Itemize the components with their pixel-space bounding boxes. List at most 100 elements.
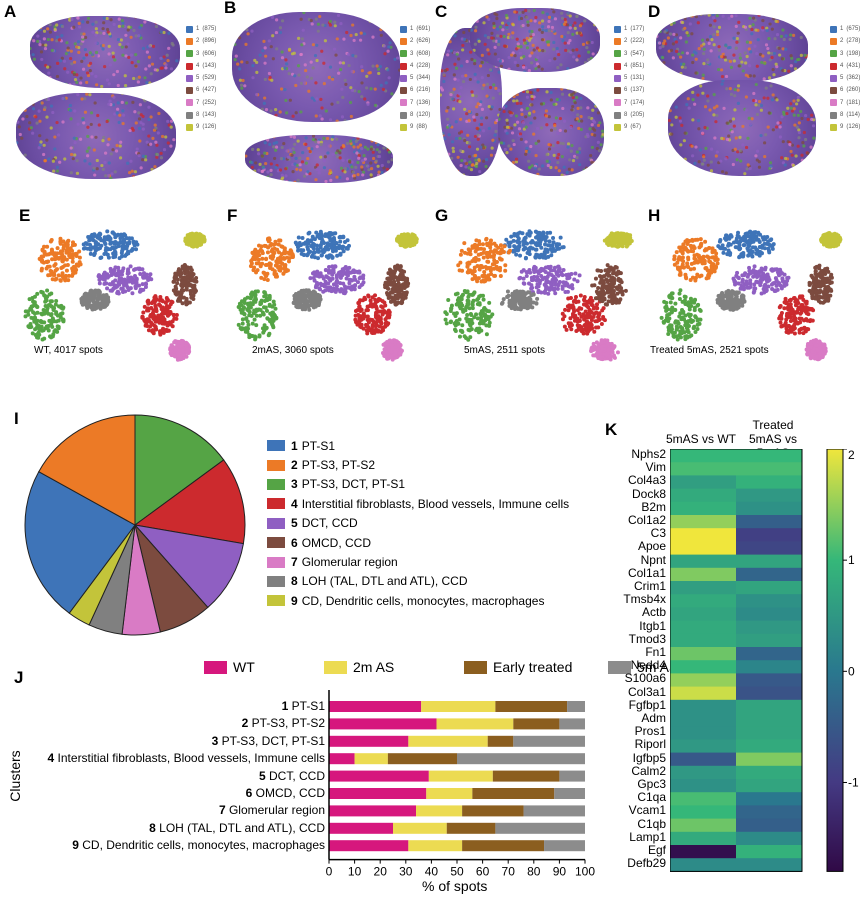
umap-point [84,304,89,309]
umap-point [65,247,70,252]
checkbox-icon[interactable] [400,124,407,132]
umap-point [119,286,124,291]
umap-point [618,243,623,248]
checkbox-icon[interactable] [186,25,193,33]
checkbox-icon[interactable] [830,124,837,132]
umap-point [498,265,503,270]
umap-point [686,330,691,335]
checkbox-icon[interactable] [186,37,193,45]
checkbox-icon[interactable] [186,62,193,70]
umap-point [380,299,385,304]
umap-point [62,255,67,260]
umap-point [318,229,323,234]
tissue-legend-cluster: 3 [840,50,844,57]
checkbox-icon[interactable] [186,50,193,58]
umap-point [670,305,675,310]
umap-point [777,273,782,278]
umap-point [104,302,109,307]
umap-point [525,300,530,305]
umap-point [311,246,316,251]
umap-point [758,269,763,274]
checkbox-icon[interactable] [830,87,837,95]
checkbox-icon[interactable] [186,99,193,107]
checkbox-icon[interactable] [830,111,837,119]
checkbox-icon[interactable] [830,37,837,45]
umap-point [543,287,548,292]
umap-point [460,268,465,273]
umap-point [675,260,680,265]
checkbox-icon[interactable] [830,50,837,58]
umap-point [731,240,736,245]
umap-point [726,241,731,246]
checkbox-icon[interactable] [400,37,407,45]
checkbox-icon[interactable] [830,99,837,107]
umap-point [467,270,472,275]
umap-point [389,354,394,359]
umap-point [87,291,92,296]
checkbox-icon[interactable] [400,99,407,107]
umap-point [306,305,311,310]
checkbox-icon[interactable] [614,87,621,95]
checkbox-icon[interactable] [614,62,621,70]
checkbox-icon[interactable] [400,111,407,119]
checkbox-icon[interactable] [400,50,407,58]
umap-point [236,322,241,327]
umap-point [539,245,544,250]
umap-point [353,317,358,322]
umap-point [720,243,725,248]
umap-point [255,289,260,294]
umap-point [478,251,483,256]
umap-point [686,265,691,270]
checkbox-icon[interactable] [186,74,193,82]
umap-point [150,310,155,315]
checkbox-icon[interactable] [830,25,837,33]
checkbox-icon[interactable] [614,74,621,82]
checkbox-icon[interactable] [400,25,407,33]
checkbox-icon[interactable] [186,124,193,132]
checkbox-icon[interactable] [186,111,193,119]
umap-point [792,314,797,319]
umap-point [254,307,259,312]
tissue-legend-row: 4 (851) [614,60,644,72]
umap-point [807,280,812,285]
umap-point [534,285,539,290]
umap-point [67,253,72,258]
umap-point [530,246,535,251]
checkbox-icon[interactable] [614,124,621,132]
umap-point [529,283,534,288]
umap-point [586,329,591,334]
umap-point [365,314,370,319]
umap-point [560,311,565,316]
checkbox-icon[interactable] [614,99,621,107]
tissue-legend-count: (177) [630,26,645,32]
checkbox-icon[interactable] [830,74,837,82]
checkbox-icon[interactable] [400,74,407,82]
umap-point [262,290,267,295]
checkbox-icon[interactable] [400,87,407,95]
umap-point [560,273,565,278]
umap-point [539,266,544,271]
umap-point [673,301,678,306]
umap-5mas [443,229,634,362]
umap-point [247,335,252,340]
checkbox-icon[interactable] [614,25,621,33]
checkbox-icon[interactable] [614,111,621,119]
umap-point [92,251,97,256]
umap-point [762,246,767,251]
checkbox-icon[interactable] [614,37,621,45]
umap-point [801,306,806,311]
umap-point [285,268,290,273]
checkbox-icon[interactable] [614,50,621,58]
umap-point [63,275,68,280]
umap-point [248,296,253,301]
checkbox-icon[interactable] [186,87,193,95]
checkbox-icon[interactable] [830,62,837,70]
umap-point [472,265,477,270]
umap-point [123,282,128,287]
umap-point [253,334,258,339]
umap-point [157,298,162,303]
umap-point [129,236,134,241]
umap-point [382,347,387,352]
umap-point [268,255,273,260]
checkbox-icon[interactable] [400,62,407,70]
